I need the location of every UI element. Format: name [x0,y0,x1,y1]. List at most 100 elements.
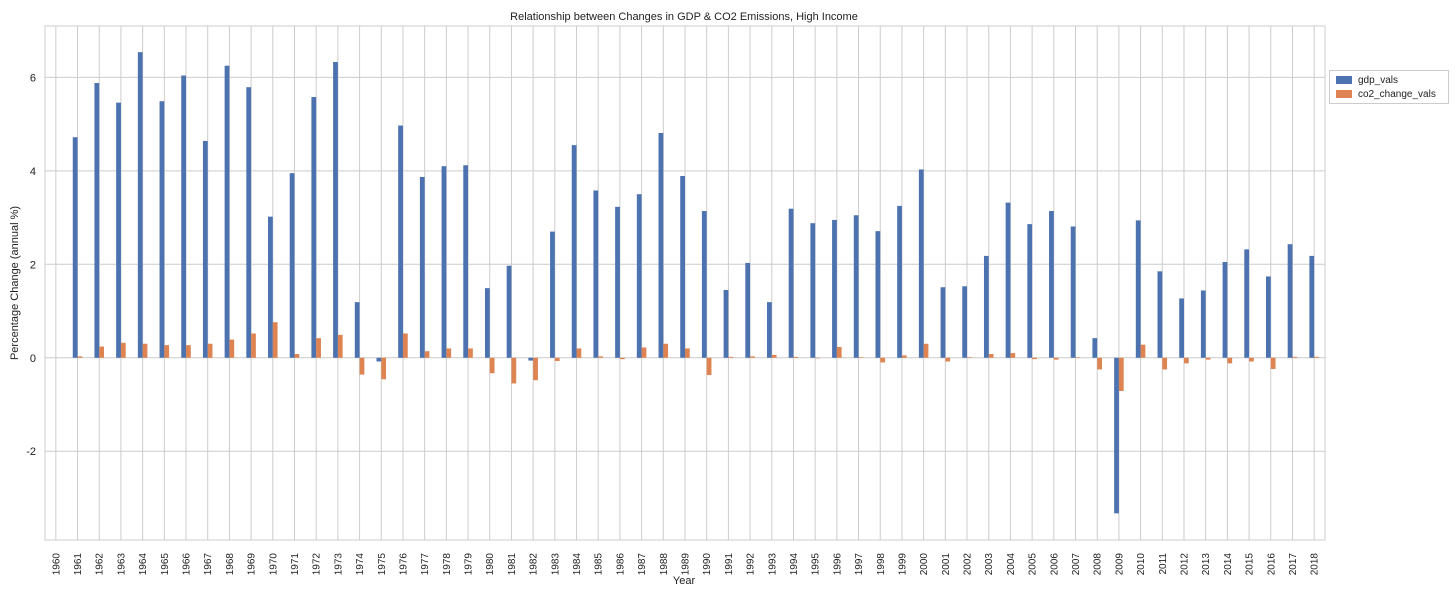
co2-bar-1980 [489,357,495,374]
co2-bar-1984 [576,348,582,358]
co2-bar-2008 [1097,357,1102,370]
x-tick-label: 1960 [51,553,62,576]
x-axis-label: Year [673,575,696,587]
gdp-bar-1961 [72,137,78,358]
x-tick-label: 1964 [138,553,149,576]
gdp-bar-1987 [636,194,642,358]
co2-bar-1999 [901,355,907,358]
x-tick-label: 1990 [702,553,713,576]
x-tick-label: 1978 [442,553,453,576]
gdp-bar-1968 [224,65,230,358]
gdp-bar-1965 [159,101,165,358]
gdp-bar-1976 [398,125,403,358]
gdp-bar-1994 [788,208,794,358]
x-tick-label: 1982 [529,553,540,576]
x-tick-label: 1962 [95,553,106,576]
co2-bar-1965 [164,345,170,358]
co2-bar-2002 [967,357,972,358]
gdp-bar-1998 [875,231,881,358]
gdp-bar-2000 [918,169,924,358]
x-tick-label: 1975 [377,553,388,576]
co2-bar-1970 [272,322,278,358]
x-tick-label: 1980 [485,553,496,576]
x-tick-label: 2007 [1071,553,1082,576]
co2-bar-1979 [468,348,473,358]
gdp-bar-2017 [1287,244,1293,358]
gdp-bar-1992 [745,262,751,358]
gdp-bar-1997 [853,215,859,358]
x-tick-label: 1985 [594,553,605,576]
gdp-bar-2004 [1005,202,1011,358]
legend-swatch-co2 [1336,90,1352,98]
x-tick-label: 2002 [963,553,974,576]
x-tick-label: 1972 [312,553,323,576]
gdp-bar-2009 [1114,357,1119,514]
co2-bar-2013 [1205,357,1211,360]
y-tick-label: 2 [30,259,36,271]
co2-bar-2000 [923,343,929,358]
co2-bar-1998 [880,357,886,363]
gdp-bar-2013 [1200,290,1206,358]
x-tick-label: 1991 [724,553,735,576]
co2-bar-1988 [663,343,669,358]
x-tick-label: 2016 [1266,553,1277,576]
gdp-bar-2007 [1070,226,1076,358]
co2-bar-1964 [142,343,148,358]
grid-layer [45,26,1325,540]
gdp-bar-2018 [1309,255,1315,358]
co2-bar-1977 [424,351,430,358]
gdp-bar-1995 [810,223,816,358]
co2-bar-1968 [229,339,235,358]
x-tick-label: 1984 [572,553,583,576]
co2-bar-1995 [815,357,820,359]
co2-bar-1967 [207,343,213,358]
gdp-bar-1982 [528,357,534,361]
x-tick-label: 1976 [398,553,409,576]
co2-bar-2015 [1249,357,1254,362]
co2-bar-2014 [1227,357,1233,364]
x-tick-label: 1968 [225,553,236,576]
co2-bar-2010 [1140,344,1146,358]
co2-bar-1963 [120,342,126,358]
x-tick-label: 1973 [333,553,344,576]
co2-bar-1994 [793,356,799,358]
gdp-bar-1989 [680,175,685,358]
legend-label-gdp: gdp_vals [1358,74,1399,86]
gdp-bar-1980 [484,288,490,358]
co2-bar-1978 [446,348,452,358]
co2-bar-1961 [77,356,83,358]
x-tick-label: 2017 [1288,553,1299,576]
gdp-bar-1996 [832,219,837,358]
x-tick-label: 1999 [897,553,908,576]
co2-bar-1983 [554,357,560,362]
x-tick-label: 1977 [420,553,431,576]
gdp-bar-1983 [550,231,555,358]
co2-bar-1969 [251,333,256,358]
y-tick-label: -2 [26,446,36,458]
legend-label-co2: co2_change_vals [1358,88,1436,100]
co2-bar-1975 [381,357,387,380]
x-tick-label: 2012 [1179,553,1190,576]
gdp-bar-1981 [506,265,512,358]
gdp-bar-1999 [897,205,902,358]
gdp-bar-1963 [116,102,121,358]
gdp-bar-1990 [701,211,707,358]
x-tick-label: 1993 [767,553,778,576]
x-tick-label: 2005 [1028,553,1039,576]
x-tick-label: 1961 [73,553,84,576]
ticks-layer: -2 0 2 4 6 1960 1961 1962 1963 1964 1965 1966 1967 19… [26,72,1320,575]
co2-bar-2009 [1118,357,1124,391]
co2-bar-2012 [1183,357,1189,364]
co2-bar-2001 [945,357,951,362]
co2-bar-1971 [294,354,300,358]
co2-bar-1985 [598,356,603,358]
co2-bar-2005 [1032,357,1037,360]
chart-title: Relationship between Changes in GDP & CO… [510,11,858,23]
co2-bar-1989 [685,348,690,358]
co2-bar-1997 [858,357,864,358]
co2-bar-1974 [359,357,365,375]
gdp-bar-1979 [463,165,469,358]
gdp-bar-1966 [181,75,187,358]
